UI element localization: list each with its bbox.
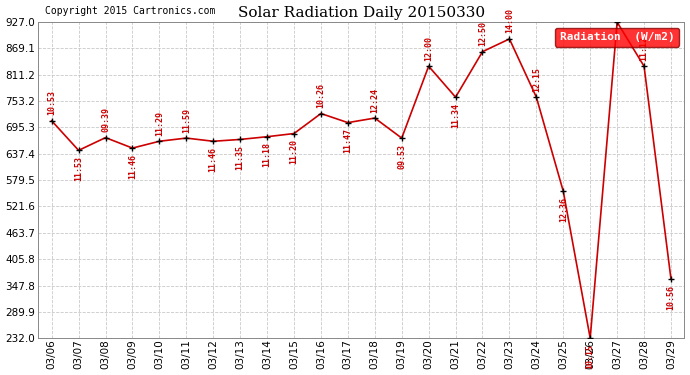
Text: 12:24: 12:24	[371, 87, 380, 112]
Text: 12:50: 12:50	[478, 21, 487, 46]
Text: 11:47: 11:47	[344, 128, 353, 153]
Text: 12:15: 12:15	[532, 67, 541, 92]
Text: 11:59: 11:59	[181, 108, 191, 132]
Text: 11:46: 11:46	[209, 147, 218, 172]
Text: 14:00: 14:00	[505, 8, 514, 33]
Text: 10:26: 10:26	[317, 83, 326, 108]
Text: 11:18: 11:18	[263, 142, 272, 167]
Text: 10:53: 10:53	[47, 90, 56, 115]
Text: Copyright 2015 Cartronics.com: Copyright 2015 Cartronics.com	[45, 6, 215, 16]
Text: 11:35: 11:35	[236, 145, 245, 170]
Text: 11:12: 11:12	[640, 36, 649, 61]
Text: 10:56: 10:56	[667, 285, 676, 310]
Text: 11:34: 11:34	[451, 103, 460, 128]
Legend: Radiation  (W/m2): Radiation (W/m2)	[555, 28, 679, 46]
Text: 11:20: 11:20	[290, 139, 299, 164]
Text: 09:53: 09:53	[397, 144, 406, 169]
Text: 11:53: 11:53	[74, 156, 83, 181]
Title: Solar Radiation Daily 20150330: Solar Radiation Daily 20150330	[238, 6, 485, 20]
Text: 09:39: 09:39	[101, 107, 110, 132]
Text: 10:15: 10:15	[586, 344, 595, 369]
Text: 11:46: 11:46	[128, 154, 137, 178]
Text: 12:00: 12:00	[424, 36, 433, 61]
Text: 11:29: 11:29	[155, 111, 164, 136]
Text: 12:36: 12:36	[559, 197, 568, 222]
